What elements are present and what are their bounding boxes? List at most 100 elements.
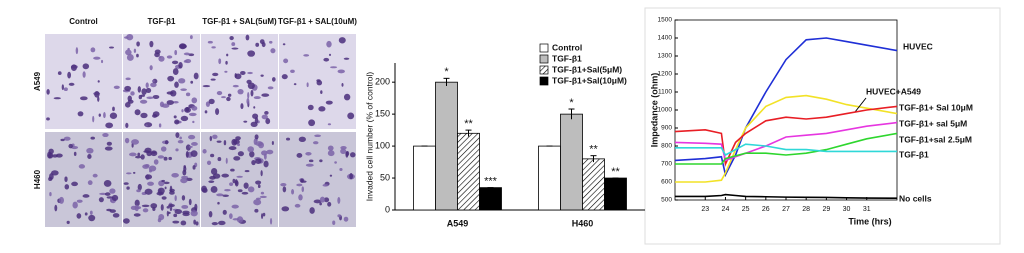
cell [145, 82, 149, 89]
y-tick-label: 1500 [658, 17, 673, 24]
cell [306, 82, 309, 88]
cell [137, 152, 141, 157]
cell [340, 148, 347, 155]
cell [58, 196, 65, 204]
cell [174, 81, 179, 88]
cell [144, 147, 152, 154]
cell [217, 157, 222, 162]
y-tick-label: 0 [385, 204, 390, 214]
y-tick-label: 150 [375, 109, 390, 119]
cell [255, 141, 263, 147]
cell [166, 206, 170, 209]
cell [63, 87, 68, 92]
cell [104, 192, 111, 196]
cell [205, 101, 211, 107]
cell [130, 91, 135, 96]
cell [171, 60, 179, 65]
cell [215, 108, 220, 116]
cell [149, 40, 154, 48]
cell [326, 40, 332, 48]
cell [131, 139, 139, 145]
cell [223, 140, 227, 146]
cell [347, 112, 355, 120]
series-label: HUVEC [903, 41, 933, 51]
cell [144, 163, 150, 168]
cell [133, 48, 137, 53]
cell [341, 83, 344, 87]
cell [46, 117, 50, 121]
x-tick-label: 25 [742, 206, 750, 213]
x-tick-label: 31 [863, 206, 871, 213]
cell [210, 186, 218, 193]
cell [48, 148, 54, 155]
cell [161, 196, 167, 200]
cell [161, 179, 166, 183]
cell [340, 145, 347, 150]
y-tick-label: 200 [375, 77, 390, 87]
cell [329, 174, 333, 177]
column-label: Control [69, 17, 97, 26]
cell [202, 187, 208, 193]
cell [247, 82, 255, 90]
cell [185, 106, 190, 112]
cell [309, 207, 315, 214]
cell [141, 88, 147, 95]
cell [218, 58, 222, 65]
cell [49, 191, 52, 197]
cell [57, 71, 62, 76]
cell [75, 47, 79, 55]
cell [270, 48, 276, 54]
cell [230, 168, 235, 172]
bar [457, 132, 480, 211]
cell [327, 123, 332, 126]
series-label: TGF-β1+sal 2.5μM [899, 134, 972, 144]
x-tick-label: 24 [722, 206, 730, 213]
cell [60, 138, 65, 142]
cell [157, 218, 162, 223]
cell [234, 73, 242, 80]
cell [132, 171, 136, 174]
cell [343, 57, 350, 60]
cell [202, 149, 207, 154]
cell [221, 96, 226, 99]
y-tick-label: 800 [661, 143, 672, 150]
cell [319, 202, 322, 206]
cell [109, 188, 116, 194]
cell [216, 90, 223, 96]
y-tick-label: 1000 [658, 107, 673, 114]
cell [191, 141, 198, 146]
cell [109, 46, 114, 49]
cell [71, 181, 78, 187]
cell [210, 78, 216, 81]
cell [159, 101, 165, 108]
cell [137, 183, 142, 191]
cell [103, 112, 106, 119]
x-tick-label: 27 [782, 206, 790, 213]
cell [208, 98, 215, 105]
legend-label: TGF-β1+Sal(5μM) [552, 64, 622, 74]
cell [332, 220, 336, 225]
cell [166, 210, 169, 217]
cell [145, 124, 148, 127]
cell [325, 100, 333, 105]
cell [127, 99, 134, 104]
cell [153, 159, 159, 165]
cell [243, 182, 249, 189]
cell [112, 213, 120, 218]
cell [210, 168, 218, 175]
cell [125, 122, 129, 129]
cell [188, 198, 192, 206]
y-axis-label: Impedance (ohm) [649, 73, 659, 148]
cell [261, 93, 270, 97]
cell [202, 85, 211, 88]
cell [68, 143, 73, 149]
cell [204, 110, 208, 114]
cell [152, 94, 160, 99]
cell [282, 186, 287, 193]
cell [247, 146, 255, 153]
cell [181, 195, 186, 201]
cell [72, 201, 78, 209]
cell [82, 194, 90, 198]
cell [323, 57, 330, 62]
cell [254, 134, 259, 140]
